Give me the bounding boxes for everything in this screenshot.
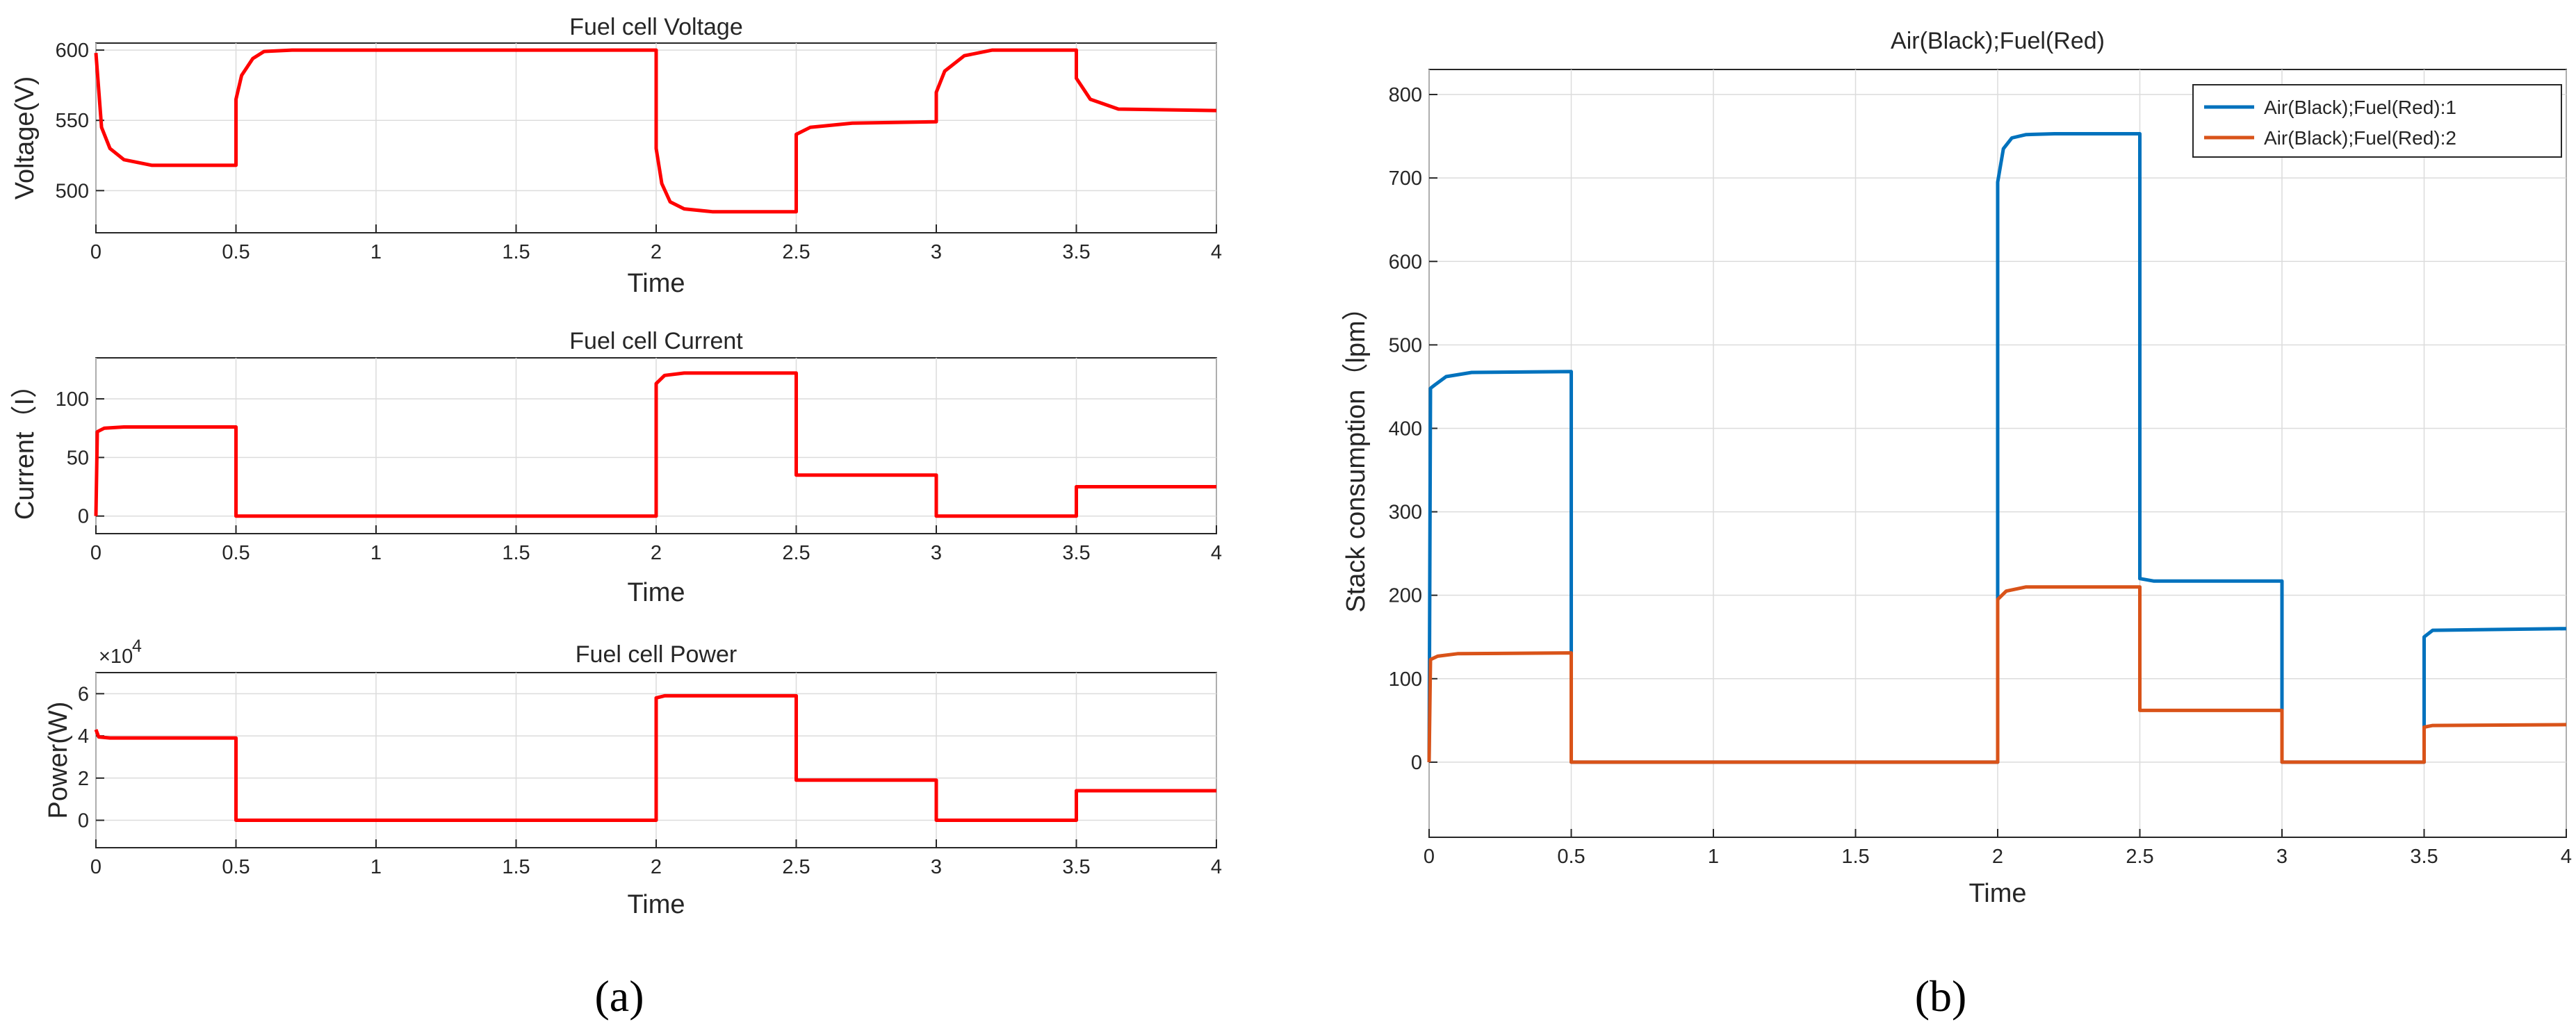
x-tick-label: 3 (931, 542, 942, 564)
y-tick-label: 0 (78, 810, 89, 832)
stack-consumption-chart: 0 0.5 1 1.5 2 2.5 3 3.5 4 0 100 200 300 400 500 600 700 8… (1342, 28, 2572, 908)
x-tick-label: 3.5 (1062, 856, 1090, 878)
legend-label-2: Air(Black);Fuel(Red):2 (2264, 127, 2456, 149)
x-tick-label: 1 (1708, 846, 1719, 868)
series-line-2 (1427, 585, 2567, 764)
x-tick-label: 0.5 (1557, 846, 1585, 868)
y-tick-label: 600 (1389, 251, 1422, 273)
y-tick-label: 400 (1389, 418, 1422, 440)
x-tick-label: 1 (370, 241, 382, 263)
x-tick-label: 2.5 (782, 856, 810, 878)
x-tick-label: 0 (90, 542, 101, 564)
x-tick-label: 2.5 (2126, 846, 2153, 868)
chart-title: Air(Black);Fuel(Red) (1891, 28, 2105, 54)
x-tick-label: 4 (1211, 542, 1222, 564)
scale-factor-label: ×10 (99, 646, 133, 668)
x-tick-label: 4 (1211, 241, 1222, 263)
x-tick-label: 2 (1992, 846, 2003, 868)
x-tick-label: 4 (1211, 856, 1222, 878)
panel-label-a: (a) (594, 971, 644, 1021)
x-tick-label: 1.5 (502, 542, 530, 564)
x-tick-label: 1.5 (502, 241, 530, 263)
series-line-1 (94, 693, 1216, 822)
y-tick-label: 50 (67, 447, 89, 469)
x-tick-label: 3 (931, 856, 942, 878)
y-axis-label: Power(W) (44, 702, 73, 819)
y-axis-label: Stack consumption（lpm） (1342, 294, 1371, 612)
x-axis-label: Time (1968, 879, 2026, 908)
y-tick-label: 550 (56, 110, 89, 132)
x-tick-label: 0.5 (222, 542, 250, 564)
series-line-1 (94, 371, 1216, 518)
y-tick-label: 4 (78, 725, 89, 748)
y-tick-label: 500 (1389, 334, 1422, 356)
y-tick-label: 100 (56, 388, 89, 411)
power-chart: 0 0.5 1 1.5 2 2.5 3 3.5 4 0 2 4 6 Fuel cell Power Time… (44, 636, 1222, 919)
legend-label-1: Air(Black);Fuel(Red):1 (2264, 97, 2456, 118)
current-chart: 0 0.5 1 1.5 2 2.5 3 3.5 4 0 50 100 Fuel cell Current… (10, 328, 1222, 607)
x-tick-label: 0.5 (222, 856, 250, 878)
x-tick-label: 0.5 (222, 241, 250, 263)
x-tick-label: 2.5 (782, 542, 810, 564)
y-tick-label: 6 (78, 683, 89, 705)
x-tick-label: 2 (651, 542, 662, 564)
y-tick-label: 800 (1389, 84, 1422, 106)
x-tick-label: 1 (370, 542, 382, 564)
x-tick-label: 3.5 (1062, 542, 1090, 564)
x-axis-label: Time (627, 269, 685, 298)
x-tick-label: 4 (2561, 846, 2572, 868)
legend: Air(Black);Fuel(Red):1 Air(Black);Fuel(Re… (2192, 84, 2562, 158)
chart-title: Fuel cell Voltage (569, 14, 743, 40)
x-tick-label: 3.5 (1062, 241, 1090, 263)
scale-factor-exponent: 4 (132, 636, 142, 656)
y-tick-label: 2 (78, 768, 89, 790)
legend-box (2192, 84, 2562, 158)
chart-title: Fuel cell Current (569, 328, 743, 354)
x-tick-label: 3 (2276, 846, 2288, 868)
x-tick-label: 2 (651, 241, 662, 263)
series-line-1 (94, 48, 1217, 214)
x-tick-label: 3 (931, 241, 942, 263)
y-axis-label: Voltage(V) (10, 76, 40, 199)
x-tick-label: 3.5 (2410, 846, 2438, 868)
x-tick-label: 0 (90, 241, 101, 263)
x-axis-label: Time (627, 890, 685, 919)
x-tick-label: 0 (90, 856, 101, 878)
y-tick-label: 300 (1389, 502, 1422, 524)
x-tick-label: 2 (651, 856, 662, 878)
x-tick-label: 1 (370, 856, 382, 878)
y-tick-label: 200 (1389, 585, 1422, 607)
x-tick-label: 1.5 (502, 856, 530, 878)
chart-title: Fuel cell Power (576, 641, 737, 668)
x-tick-label: 1.5 (1841, 846, 1869, 868)
x-axis-label: Time (627, 578, 685, 607)
y-tick-label: 0 (1411, 752, 1422, 774)
panel-label-b: (b) (1915, 971, 1967, 1021)
y-tick-label: 700 (1389, 167, 1422, 190)
x-tick-label: 0 (1424, 846, 1435, 868)
y-tick-label: 500 (56, 180, 89, 202)
y-tick-label: 100 (1389, 668, 1422, 691)
x-tick-label: 2.5 (782, 241, 810, 263)
y-tick-label: 600 (56, 40, 89, 62)
y-tick-label: 0 (78, 506, 89, 528)
voltage-chart: 0 0.5 1 1.5 2 2.5 3 3.5 4 500 550 600 Fuel cell Volt… (10, 14, 1222, 298)
y-axis-label: Current（I） (10, 372, 40, 520)
